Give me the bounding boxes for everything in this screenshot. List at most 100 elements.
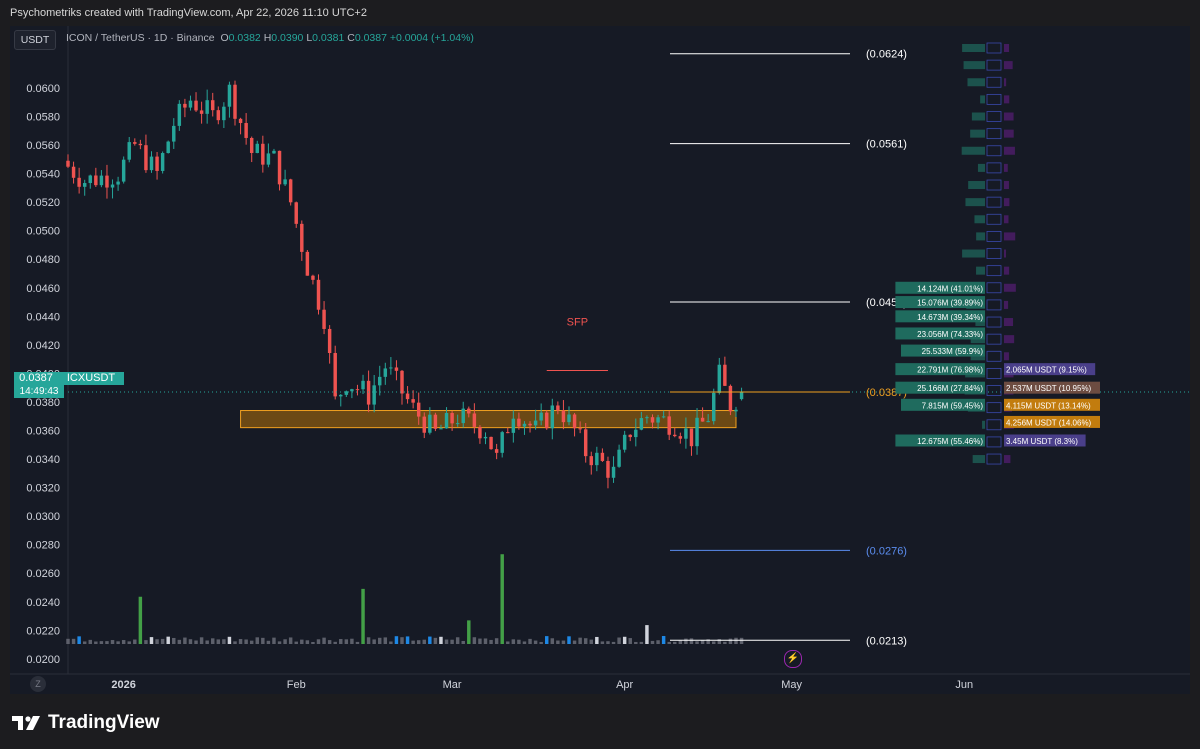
volume-bar bbox=[99, 641, 104, 644]
candle-body bbox=[533, 420, 538, 426]
chart-frame[interactable]: 0.0600 0.0580 0.0560 0.0540 0.0520 0.0500 0.04… bbox=[10, 26, 1190, 694]
profile-buy-bar bbox=[967, 78, 985, 87]
volume-bar bbox=[545, 636, 549, 644]
candle-body bbox=[684, 428, 688, 439]
candle-body bbox=[389, 367, 393, 369]
profile-buy-label-bg bbox=[895, 434, 985, 447]
currency-button[interactable]: USDT bbox=[14, 30, 56, 50]
candle-body bbox=[316, 279, 321, 310]
candle-body bbox=[400, 370, 404, 394]
profile-buy-label: 12.675M (55.46%) bbox=[917, 437, 983, 446]
candle-body bbox=[160, 153, 165, 171]
volume-bar bbox=[394, 636, 399, 644]
volume-bar bbox=[255, 637, 259, 644]
profile-buy-bar bbox=[971, 112, 985, 121]
volume-bar bbox=[233, 641, 237, 644]
price-chart[interactable]: 0.0600 0.0580 0.0560 0.0540 0.0520 0.0500 0.04… bbox=[10, 26, 1190, 694]
profile-price-cell bbox=[986, 42, 1002, 54]
profile-buy-bar bbox=[976, 266, 985, 275]
volume-bar bbox=[311, 641, 315, 644]
candle-body bbox=[127, 142, 131, 160]
volume-bar bbox=[478, 638, 482, 644]
candle-body bbox=[216, 110, 221, 121]
candle-body bbox=[355, 389, 360, 391]
volume-bar bbox=[366, 637, 371, 644]
candle-body bbox=[194, 100, 198, 111]
volume-bar bbox=[222, 639, 226, 644]
volume-bar bbox=[567, 636, 571, 644]
candle-body bbox=[372, 385, 376, 405]
candle-body bbox=[121, 159, 126, 182]
volume-bar bbox=[706, 639, 710, 644]
candle-body bbox=[511, 418, 516, 433]
volume-bar bbox=[561, 640, 566, 644]
time-axis-bg bbox=[10, 674, 1190, 694]
profile-buy-bar bbox=[965, 198, 985, 207]
candle-body bbox=[589, 456, 593, 466]
y-tick-label: 0.0320 bbox=[26, 483, 60, 495]
volume-bar bbox=[261, 637, 265, 644]
level-label: (0.0213) bbox=[866, 635, 907, 647]
volume-bar bbox=[77, 636, 81, 644]
candle-body bbox=[105, 175, 109, 188]
volume-bar bbox=[94, 641, 98, 644]
volume-bar bbox=[316, 639, 321, 644]
profile-price-cell bbox=[986, 299, 1002, 311]
volume-bar bbox=[71, 638, 76, 644]
volume-bar bbox=[522, 641, 527, 644]
candle-body bbox=[350, 389, 354, 392]
volume-bar bbox=[277, 641, 282, 644]
volume-bar bbox=[617, 637, 621, 644]
profile-buy-label: 22.791M (76.98%) bbox=[917, 366, 983, 375]
candle-body bbox=[416, 402, 421, 417]
profile-sell-bar bbox=[1004, 283, 1016, 292]
volume-bar bbox=[249, 640, 254, 644]
profile-price-cell bbox=[986, 453, 1002, 465]
candle-body bbox=[394, 367, 399, 371]
legend-high: 0.0390 bbox=[271, 32, 304, 44]
profile-sell-bar bbox=[1004, 181, 1009, 190]
y-tick-label: 0.0200 bbox=[26, 654, 60, 666]
profile-buy-bar bbox=[970, 129, 985, 138]
candle-body bbox=[222, 106, 226, 121]
candle-body bbox=[77, 177, 81, 187]
volume-bar bbox=[322, 637, 326, 644]
candle-body bbox=[517, 418, 521, 427]
volume-bar bbox=[216, 639, 221, 644]
z-button[interactable]: Z bbox=[30, 676, 46, 692]
candle-body bbox=[283, 179, 287, 185]
current-price: 0.0387 bbox=[14, 372, 58, 385]
volume-bar bbox=[138, 596, 143, 644]
candle-body bbox=[472, 413, 477, 427]
candle-body bbox=[333, 353, 337, 397]
candle-body bbox=[556, 405, 560, 411]
candle-body bbox=[572, 414, 577, 429]
legend-high-label: H bbox=[263, 32, 272, 44]
y-tick-label: 0.0600 bbox=[26, 83, 60, 95]
volume-bar bbox=[305, 640, 310, 644]
volume-bar bbox=[110, 640, 115, 644]
candle-body bbox=[249, 137, 254, 153]
volume-bar bbox=[689, 638, 694, 644]
profile-price-cell bbox=[986, 385, 1002, 396]
profile-sell-bar bbox=[1004, 146, 1015, 155]
volume-bar bbox=[238, 639, 243, 644]
support-zone bbox=[240, 410, 737, 429]
volume-bar bbox=[300, 639, 304, 644]
y-tick-label: 0.0500 bbox=[26, 226, 60, 238]
candle-body bbox=[739, 391, 744, 400]
legend-title: ICON / TetherUS · 1D · Binance bbox=[66, 32, 215, 44]
profile-buy-bar bbox=[962, 249, 985, 258]
y-tick-label: 0.0220 bbox=[26, 625, 60, 637]
candle-body bbox=[500, 432, 504, 453]
volume-bar bbox=[528, 638, 532, 644]
volume-bar bbox=[444, 639, 449, 644]
y-tick-label: 0.0360 bbox=[26, 426, 60, 438]
volume-bar bbox=[344, 639, 349, 644]
bar-countdown: 14:49:43 bbox=[14, 385, 64, 398]
profile-sell-label-bg bbox=[1004, 415, 1100, 428]
x-tick-label: Apr bbox=[616, 679, 633, 691]
candle-body bbox=[539, 412, 543, 421]
lightning-bolt-icon[interactable]: ⚡ bbox=[784, 650, 802, 668]
profile-buy-label: 7.815M (59.45%) bbox=[922, 401, 984, 410]
